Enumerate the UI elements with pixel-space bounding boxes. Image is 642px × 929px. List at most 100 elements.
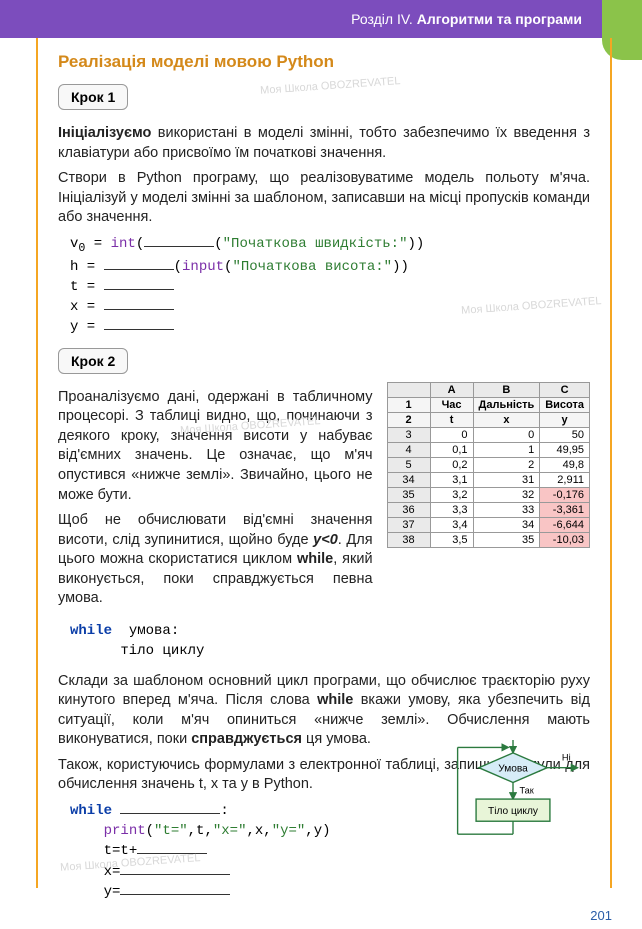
c: 3,2 bbox=[430, 487, 473, 502]
step2-p1: Проаналізуємо дані, одержані в табличном… bbox=[58, 388, 373, 505]
c: 2,911 bbox=[540, 472, 590, 487]
c: 32 bbox=[473, 487, 540, 502]
c: 49,95 bbox=[540, 442, 590, 457]
c: y bbox=[540, 412, 590, 427]
table-header-row: 1 Час Дальність Висота bbox=[387, 397, 589, 412]
b: while bbox=[317, 692, 353, 708]
while-body: тіло циклу bbox=[70, 643, 204, 659]
c: 0 bbox=[473, 427, 540, 442]
blank bbox=[144, 234, 214, 247]
flow-cond: Умова bbox=[498, 763, 528, 774]
c: 2 bbox=[473, 457, 540, 472]
table-row: 30050 bbox=[387, 427, 589, 442]
c: 0,2 bbox=[430, 457, 473, 472]
step1-para2: Створи в Python програму, що реалізовува… bbox=[58, 169, 590, 228]
kw-print: print bbox=[104, 823, 146, 839]
code-y: y = bbox=[70, 319, 104, 335]
table-var-row: 2 t x y bbox=[387, 412, 589, 427]
r: 5 bbox=[387, 457, 430, 472]
r: 4 bbox=[387, 442, 430, 457]
code-yeq: y= bbox=[104, 884, 121, 900]
c: -3,361 bbox=[540, 502, 590, 517]
table-row: 343,1312,911 bbox=[387, 472, 589, 487]
s: "t=" bbox=[154, 823, 188, 839]
c: -0,176 bbox=[540, 487, 590, 502]
step2-left: Проаналізуємо дані, одержані в табличном… bbox=[58, 382, 373, 615]
blank bbox=[120, 801, 220, 814]
while-bold: while bbox=[297, 551, 333, 567]
c: 35 bbox=[473, 532, 540, 547]
step2-two-col: Проаналізуємо дані, одержані в табличном… bbox=[58, 382, 590, 615]
chapter-label: Розділ IV. bbox=[351, 11, 413, 27]
c: 1 bbox=[473, 442, 540, 457]
b: справджується bbox=[191, 731, 302, 747]
code-xeq: x= bbox=[104, 864, 121, 880]
while-syntax: while умова: тіло циклу bbox=[70, 621, 590, 662]
r: 3 bbox=[387, 427, 430, 442]
code-p6: )) bbox=[392, 259, 409, 275]
table-colhdr-row: A B C bbox=[387, 382, 589, 397]
while-cond: умова: bbox=[112, 623, 179, 639]
table-row: 40,1149,95 bbox=[387, 442, 589, 457]
c: 3,4 bbox=[430, 517, 473, 532]
r: 1 bbox=[387, 397, 430, 412]
code-t: t = bbox=[70, 279, 104, 295]
code-h: h = bbox=[70, 259, 104, 275]
c: ,t, bbox=[188, 823, 213, 839]
c: 0,1 bbox=[430, 442, 473, 457]
flowchart-diagram: Умова Ні Так Тіло циклу bbox=[438, 740, 588, 860]
r: 38 bbox=[387, 532, 430, 547]
blank bbox=[120, 862, 230, 875]
chapter-header: Розділ IV. Алгоритми та програми bbox=[0, 0, 642, 38]
code-x: x = bbox=[70, 299, 104, 315]
c: 33 bbox=[473, 502, 540, 517]
step1-code: v0 = int(("Початкова швидкість:")) h = (… bbox=[70, 234, 590, 338]
c: 50 bbox=[540, 427, 590, 442]
blank bbox=[104, 257, 174, 270]
blank bbox=[120, 882, 230, 895]
table-row: 353,232-0,176 bbox=[387, 487, 589, 502]
p: ( bbox=[146, 823, 154, 839]
step-2-badge: Крок 2 bbox=[58, 348, 128, 374]
hdr-C: C bbox=[540, 382, 590, 397]
table-row: 50,2249,8 bbox=[387, 457, 589, 472]
blank bbox=[137, 841, 207, 854]
flow-body: Тіло циклу bbox=[488, 806, 539, 817]
r: 36 bbox=[387, 502, 430, 517]
code-p3: )) bbox=[408, 236, 425, 252]
c: 3,5 bbox=[430, 532, 473, 547]
t: ця умова. bbox=[302, 731, 371, 747]
spreadsheet-snippet: A B C 1 Час Дальність Висота 2 t x y bbox=[387, 382, 590, 548]
blank bbox=[104, 277, 174, 290]
code-int: int bbox=[111, 236, 136, 252]
table-row: 383,535-10,03 bbox=[387, 532, 589, 547]
kw-while: while bbox=[70, 623, 112, 639]
code-p4: ( bbox=[174, 259, 182, 275]
s: "x=" bbox=[213, 823, 247, 839]
blank bbox=[104, 297, 174, 310]
mini-table: A B C 1 Час Дальність Висота 2 t x y bbox=[387, 382, 590, 548]
c: 0 bbox=[430, 427, 473, 442]
content-area: Реалізація моделі мовою Python Крок 1 Ін… bbox=[36, 38, 612, 888]
c: 49,8 bbox=[540, 457, 590, 472]
r: 37 bbox=[387, 517, 430, 532]
r: 34 bbox=[387, 472, 430, 487]
c: x bbox=[473, 412, 540, 427]
step-1-badge: Крок 1 bbox=[58, 84, 128, 110]
c: 34 bbox=[473, 517, 540, 532]
step2-p2: Щоб не обчислювати від'ємні значення вис… bbox=[58, 511, 373, 609]
y-lt-0: y<0 bbox=[313, 532, 338, 548]
hdr-B: B bbox=[473, 382, 540, 397]
c: Висота bbox=[540, 397, 590, 412]
kw-while2: while bbox=[70, 803, 112, 819]
chapter-title: Алгоритми та програми bbox=[417, 11, 582, 27]
step1-para1: Ініціалізуємо використані в моделі змінн… bbox=[58, 124, 590, 163]
step2-p3: Склади за шаблоном основний цикл програм… bbox=[58, 672, 590, 750]
hdr-blank bbox=[387, 382, 430, 397]
code-str1: "Початкова швидкість:" bbox=[223, 236, 408, 252]
step2-code2: while : print("t=",t,"x=",x,"y=",y) t=t+… bbox=[70, 801, 390, 902]
c: Дальність bbox=[473, 397, 540, 412]
hdr-A: A bbox=[430, 382, 473, 397]
page-number: 201 bbox=[590, 908, 612, 923]
c: 3,1 bbox=[430, 472, 473, 487]
